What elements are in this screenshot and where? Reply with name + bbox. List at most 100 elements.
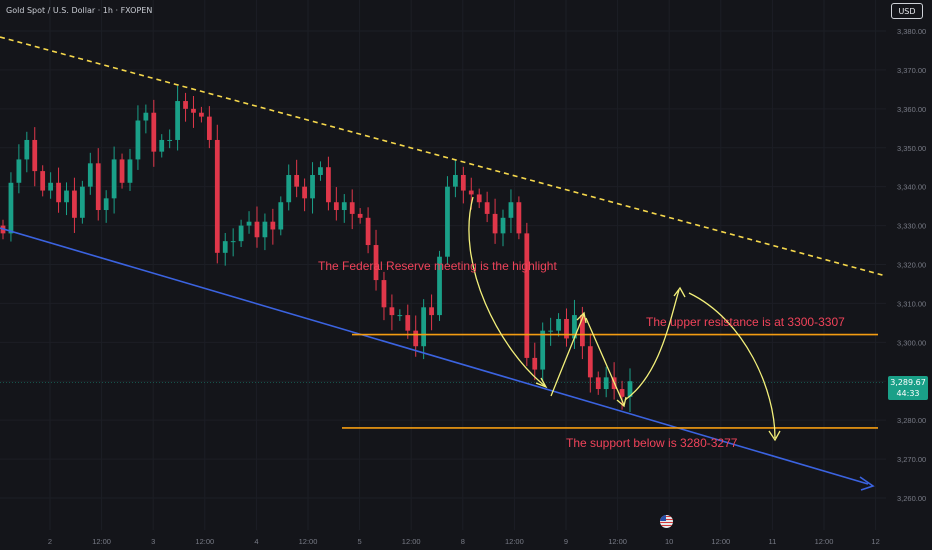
candle-body xyxy=(619,389,625,397)
candle-body xyxy=(254,221,260,238)
price-axis: 3,380.00 3,370.00 3,360.00 3,350.00 3,340.00… xyxy=(897,27,926,503)
candle-body xyxy=(341,202,347,211)
candle xyxy=(103,190,109,223)
candle-body xyxy=(572,315,577,339)
candle xyxy=(48,172,54,199)
candle xyxy=(453,159,458,198)
candle xyxy=(40,165,46,197)
candle xyxy=(548,317,554,346)
candle-body xyxy=(32,139,38,172)
candle-body xyxy=(516,202,522,234)
candle-body xyxy=(365,217,371,246)
path-arrow-3 xyxy=(585,317,625,406)
candle-body xyxy=(199,112,204,117)
candle-body xyxy=(119,159,125,183)
candle-body xyxy=(56,182,61,203)
candle xyxy=(357,208,363,224)
candle-body xyxy=(421,307,427,347)
candle-body xyxy=(540,330,546,370)
candle xyxy=(508,189,514,233)
candle xyxy=(627,368,633,412)
candle xyxy=(326,156,331,211)
candle-body xyxy=(373,245,379,281)
candle-body xyxy=(476,194,482,203)
candle xyxy=(278,196,284,236)
candle xyxy=(246,211,252,234)
us-flag-icon[interactable] xyxy=(660,515,673,528)
y-tick-label: 3,280.00 xyxy=(897,416,926,425)
bar-countdown: 44:33 xyxy=(896,389,920,398)
y-tick-label: 3,340.00 xyxy=(897,183,926,192)
candle-body xyxy=(397,315,403,317)
candle xyxy=(341,194,347,223)
candle-body xyxy=(381,280,387,308)
candle xyxy=(95,148,101,221)
candle xyxy=(262,213,268,251)
candle-body xyxy=(460,174,466,191)
candle xyxy=(429,294,434,331)
annotation-fed-meeting: The Federal Reserve meeting is the highl… xyxy=(318,259,557,273)
candle xyxy=(349,189,355,230)
candle-body xyxy=(270,221,276,230)
candle xyxy=(222,232,228,266)
candle xyxy=(24,131,30,173)
x-tick-label: 3 xyxy=(151,537,155,546)
y-tick-label: 3,270.00 xyxy=(897,455,926,464)
x-tick-label: 12:00 xyxy=(711,537,730,546)
x-tick-label: 12:00 xyxy=(608,537,627,546)
x-tick-label: 8 xyxy=(461,537,465,546)
candle-body xyxy=(524,233,530,358)
candle-body xyxy=(246,221,252,226)
x-tick-label: 12:00 xyxy=(815,537,834,546)
candle xyxy=(254,206,260,248)
candle-body xyxy=(64,190,69,203)
candle-body xyxy=(468,190,474,195)
candle xyxy=(270,208,276,245)
support-trendline-arrowhead xyxy=(859,476,875,491)
candle xyxy=(381,271,387,321)
candle-body xyxy=(349,202,355,214)
currency-button[interactable]: USD xyxy=(891,3,923,19)
candle-body xyxy=(87,163,93,187)
candle-body xyxy=(191,108,196,113)
y-tick-label: 3,310.00 xyxy=(897,299,926,308)
current-price-value: 3,289.67 xyxy=(890,378,926,387)
candle-body xyxy=(532,357,538,370)
candle xyxy=(445,176,450,265)
candle xyxy=(373,229,379,291)
candle-body xyxy=(127,159,133,183)
candle-body xyxy=(286,174,292,203)
time-axis: 2 12:00 3 12:00 4 12:00 5 12:00 8 12:00 9 12:00 10 12… xyxy=(48,537,880,546)
x-tick-label: 12:00 xyxy=(299,537,318,546)
candle-body xyxy=(548,330,554,332)
candle xyxy=(206,106,212,149)
candle-body xyxy=(159,139,165,152)
candle xyxy=(540,322,546,383)
candle xyxy=(159,134,165,158)
y-tick-label: 3,260.00 xyxy=(897,494,926,503)
candle-body xyxy=(579,315,585,347)
x-tick-label: 2 xyxy=(48,537,52,546)
path-arrow-4-head xyxy=(673,286,686,298)
candle-body xyxy=(405,315,411,331)
path-arrow-1 xyxy=(468,196,546,387)
y-tick-label: 3,320.00 xyxy=(897,261,926,270)
candle xyxy=(460,166,466,204)
candle-body xyxy=(310,174,315,199)
candle xyxy=(524,222,530,367)
candle xyxy=(111,146,117,214)
candle xyxy=(32,127,38,187)
candle xyxy=(318,161,323,181)
x-tick-label: 4 xyxy=(254,537,258,546)
candle xyxy=(64,182,69,216)
candle xyxy=(87,152,93,195)
candle xyxy=(72,177,77,233)
candle xyxy=(135,105,141,170)
candle-body xyxy=(627,381,633,397)
candle-body xyxy=(564,318,569,339)
x-tick-label: 12:00 xyxy=(402,537,421,546)
candles xyxy=(0,85,633,412)
candle xyxy=(310,162,315,214)
path-arrow-5 xyxy=(688,292,776,439)
